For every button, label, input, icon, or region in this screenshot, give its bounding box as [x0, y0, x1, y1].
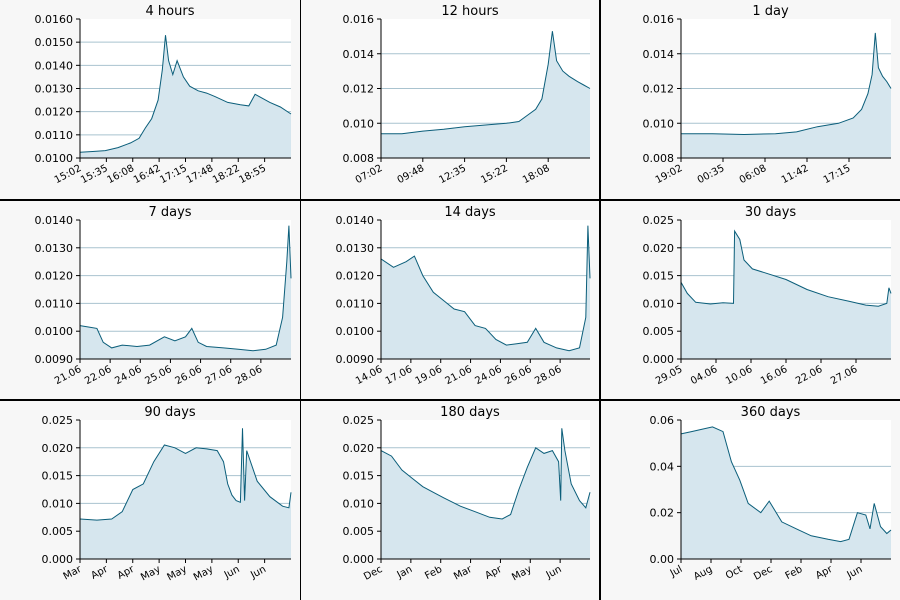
chart-title: 30 days: [745, 205, 797, 220]
chart-panel-5: 14 days 0.0090 0.0100 0.0110 0.0120 0.0130 0.0…: [301, 201, 599, 399]
y-tick-label: 0.005: [42, 525, 74, 538]
y-tick-label: 0.016: [343, 13, 375, 26]
x-tick-label: Jul: [668, 564, 685, 580]
y-tick-label: 0.0100: [336, 325, 375, 338]
chart-panel-7: 90 days0.0000.0050.0100.0150.0200.025Mar…: [0, 401, 300, 600]
series-area: [381, 31, 590, 159]
series-area: [80, 225, 291, 359]
series-area: [681, 426, 891, 559]
series-line: [680, 229, 892, 307]
y-tick-label: 0.000: [42, 553, 74, 566]
y-tick-label: 0.04: [650, 460, 675, 473]
y-tick-label: 0.0160: [35, 13, 74, 26]
y-tick-label: 0.0140: [35, 59, 74, 72]
y-tick-label: 0.0130: [35, 242, 74, 255]
y-tick-label: 0.010: [42, 497, 74, 510]
y-tick-label: 0.010: [343, 117, 375, 130]
chart-title: 12 hours: [441, 4, 498, 19]
y-tick-label: 0.0120: [35, 106, 74, 119]
y-tick-label: 0.016: [643, 13, 675, 26]
y-tick-label: 0.000: [643, 353, 675, 366]
y-tick-label: 0.020: [343, 442, 375, 455]
y-tick-label: 0.015: [643, 270, 675, 283]
y-tick-label: 0.005: [343, 525, 375, 538]
y-tick-label: 0.0110: [35, 297, 74, 310]
chart-title: 360 days: [741, 405, 801, 420]
y-tick-label: 0.0110: [336, 297, 375, 310]
series-line: [79, 225, 292, 352]
chart-title: 180 days: [440, 405, 500, 420]
y-tick-label: 0.0090: [336, 353, 375, 366]
y-tick-label: 0.025: [643, 214, 675, 227]
y-tick-label: 0.014: [343, 48, 375, 61]
y-tick-label: 0.015: [343, 470, 375, 483]
series-line: [380, 428, 591, 520]
y-tick-label: 0.0120: [336, 270, 375, 283]
y-tick-label: 0.02: [650, 507, 675, 520]
plot-area: [80, 220, 291, 359]
series-line: [381, 31, 591, 135]
y-tick-label: 0.010: [343, 497, 375, 510]
y-tick-label: 0.0130: [35, 83, 74, 96]
series-area: [681, 231, 891, 359]
y-tick-label: 0.0150: [35, 36, 74, 49]
y-tick-label: 0.0140: [35, 214, 74, 227]
series-line: [79, 428, 292, 521]
chart-panel-1: 4 hours 0.0100 0.0110 0.0120 0.0130 0.0140 0.0…: [0, 0, 300, 199]
y-tick-label: 0.010: [643, 297, 675, 310]
y-tick-label: 0.005: [643, 325, 675, 338]
y-tick-label: 0.012: [343, 83, 375, 96]
chart-title: 90 days: [144, 405, 196, 420]
series-area: [381, 428, 590, 559]
chart-panel-4: 7 days 0.0090 0.0100 0.0110 0.0120 0.0130 0.01…: [0, 201, 300, 399]
series-line: [79, 35, 292, 153]
chart-title: 7 days: [148, 205, 191, 220]
y-tick-label: 0.00: [650, 553, 675, 566]
y-tick-label: 0.0090: [35, 353, 74, 366]
y-tick-label: 0.025: [42, 414, 74, 427]
y-tick-label: 0.020: [643, 242, 675, 255]
y-tick-label: 0.0130: [336, 242, 375, 255]
chart-title: 4 hours: [146, 4, 195, 19]
chart-title: 14 days: [444, 205, 496, 220]
y-tick-label: 0.0100: [35, 325, 74, 338]
series-line: [680, 426, 892, 543]
y-tick-label: 0.015: [42, 470, 74, 483]
chart-panel-8: 180 days0.0000.0050.0100.0150.0200.025De…: [301, 401, 599, 600]
y-tick-label: 0.0120: [35, 270, 74, 283]
series-area: [80, 428, 291, 559]
series-line: [380, 225, 591, 352]
y-tick-label: 0.014: [643, 48, 675, 61]
y-tick-label: 0.008: [343, 152, 375, 165]
y-tick-label: 0.020: [42, 442, 74, 455]
series-area: [80, 35, 291, 159]
y-tick-label: 0.000: [343, 553, 375, 566]
y-tick-label: 0.010: [643, 117, 675, 130]
series-area: [381, 225, 590, 359]
y-tick-label: 0.06: [650, 414, 675, 427]
y-tick-label: 0.008: [643, 152, 675, 165]
chart-panel-6: 30 days0.0000.0050.0100.0150.0200.02529.…: [601, 201, 900, 399]
y-tick-label: 0.0110: [35, 129, 74, 142]
y-tick-label: 0.012: [643, 83, 675, 96]
y-tick-label: 0.0140: [336, 214, 375, 227]
y-tick-label: 0.0100: [35, 152, 74, 165]
series-line: [681, 32, 892, 136]
chart-title: 1 day: [752, 4, 789, 19]
y-tick-label: 0.025: [343, 414, 375, 427]
series-area: [681, 32, 891, 158]
